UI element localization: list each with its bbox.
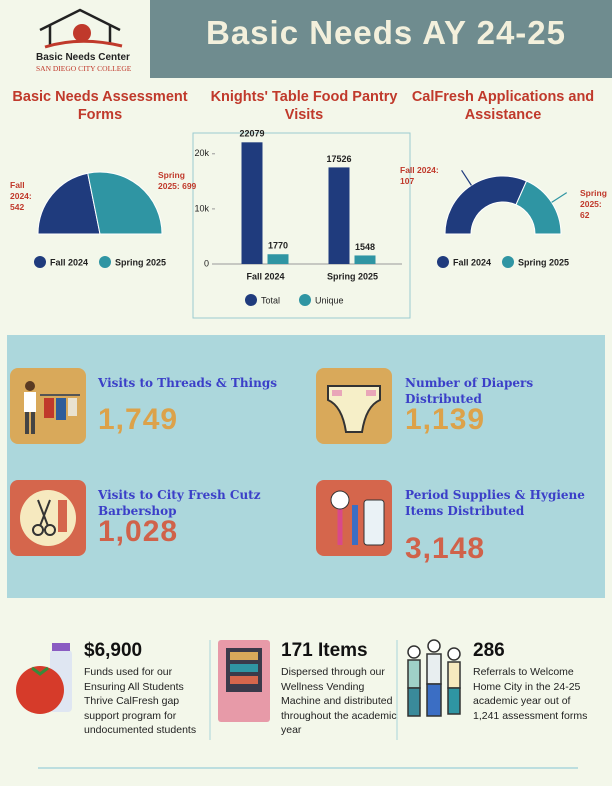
highlight-label: Visits to City Fresh Cutz Barbershop xyxy=(98,488,261,518)
legend-label: Fall 2024 xyxy=(453,257,491,267)
y-tick-label: 10k xyxy=(194,203,209,213)
chart-panel xyxy=(192,132,411,319)
logo-college: SAN DIEGO CITY COLLEGE xyxy=(36,64,132,73)
value-label: Spring 2025: 699 xyxy=(158,170,197,191)
logo-house xyxy=(39,8,121,45)
hygiene-icon xyxy=(330,490,385,546)
logo-name: Basic Needs Center xyxy=(36,52,130,63)
highlight-label: Period Supplies & Hygiene Items Distribu… xyxy=(405,488,585,518)
legend-label: Unique xyxy=(315,295,344,305)
page-title: Basic Needs AY 24-25 xyxy=(205,14,566,51)
y-tick-label: 0 xyxy=(204,258,209,268)
legend-label: Spring 2025 xyxy=(115,257,166,267)
stat-value: $6,900 xyxy=(84,640,143,661)
bar xyxy=(354,255,376,264)
bar xyxy=(241,142,263,264)
highlight-value: 3,148 xyxy=(405,532,486,565)
vending-icon xyxy=(218,640,270,722)
value-label: Fall 2024: 542 xyxy=(10,180,32,212)
value-label: Spring 2025: 62 xyxy=(580,188,607,220)
y-tick-label: 20k xyxy=(194,148,209,158)
leader-line xyxy=(551,192,568,203)
data-label: 22079 xyxy=(239,129,264,139)
data-label: 1548 xyxy=(355,242,375,252)
highlight-value: 1,139 xyxy=(405,403,486,436)
highlight-label: Visits to Threads & Things xyxy=(98,376,277,390)
legend-label: Total xyxy=(261,295,280,305)
header-band xyxy=(150,0,612,78)
stat-value: 286 xyxy=(473,640,505,661)
bar xyxy=(328,167,350,264)
highlight-label: Number of Diapers Distributed xyxy=(405,376,534,406)
logo-swoosh xyxy=(44,39,123,49)
slice xyxy=(87,171,163,235)
stat-text: Referrals to Welcome Home City in the 24… xyxy=(473,666,588,722)
people-icon xyxy=(407,639,461,717)
highlights-panel xyxy=(7,335,605,598)
highlight-value: 1,028 xyxy=(98,515,179,548)
legend-swatch xyxy=(99,256,111,268)
value-label: Fall 2024: 107 xyxy=(400,165,439,186)
tomato-milk-icon xyxy=(16,643,72,714)
slice xyxy=(444,175,528,235)
barber-icon xyxy=(20,490,76,546)
legend-label: Spring 2025 xyxy=(518,257,569,267)
chart-title: Knights' Table Food Pantry Visits xyxy=(210,89,398,123)
data-label: 17526 xyxy=(326,154,351,164)
bar xyxy=(267,254,289,264)
highlight-value: 1,749 xyxy=(98,403,179,436)
leader-line xyxy=(461,169,472,186)
x-tick-label: Spring 2025 xyxy=(327,271,378,281)
chart-title: CalFresh Applications and Assistance xyxy=(411,89,595,123)
legend-swatch xyxy=(299,294,311,306)
stat-text: Dispersed through our Wellness Vending M… xyxy=(281,666,397,736)
slice xyxy=(515,180,562,235)
legend-swatch xyxy=(34,256,46,268)
legend-swatch xyxy=(502,256,514,268)
logo-apple xyxy=(73,24,91,42)
stat-value: 171 Items xyxy=(281,640,368,661)
x-tick-label: Fall 2024 xyxy=(246,271,284,281)
legend-swatch xyxy=(245,294,257,306)
data-label: 1770 xyxy=(268,241,288,251)
diaper-icon xyxy=(327,385,381,433)
legend-label: Fall 2024 xyxy=(50,257,88,267)
clothes-icon xyxy=(24,381,80,434)
chart-title: Basic Needs Assessment Forms xyxy=(12,89,188,123)
stat-text: Funds used for our Ensuring All Students… xyxy=(84,666,197,736)
legend-swatch xyxy=(437,256,449,268)
